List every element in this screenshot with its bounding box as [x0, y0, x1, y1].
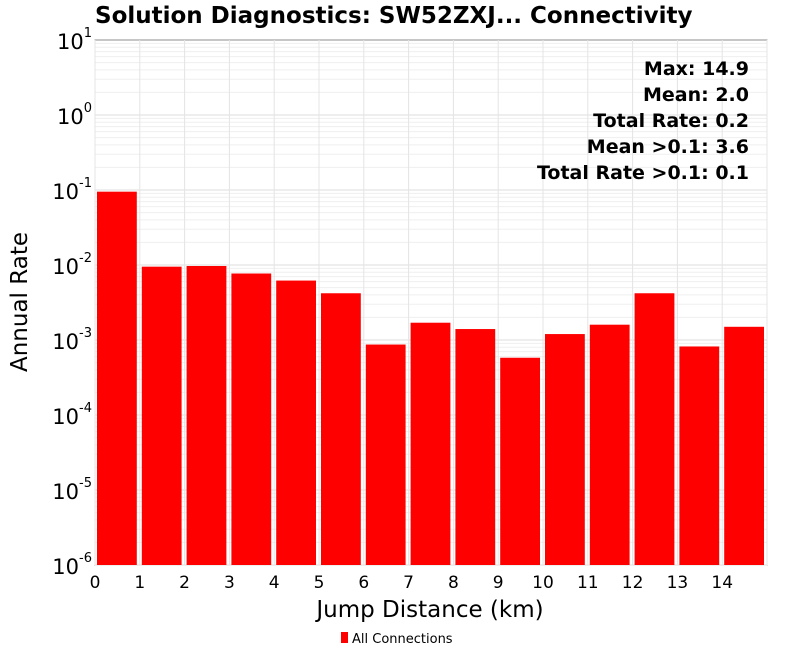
bar — [97, 191, 137, 566]
bar — [410, 322, 451, 565]
y-tick-label: 100 — [57, 101, 92, 129]
stat-annotation: Max: 14.9 — [644, 58, 749, 80]
x-tick-label: 11 — [577, 573, 599, 593]
bar — [365, 344, 406, 565]
x-tick-label: 14 — [711, 573, 733, 593]
bar — [500, 357, 540, 565]
x-tick-label: 10 — [532, 573, 554, 593]
legend-swatch — [341, 632, 348, 643]
y-axis-label: Annual Rate — [7, 232, 33, 372]
bar — [276, 280, 316, 565]
legend-label: All Connections — [352, 632, 453, 647]
x-tick-label: 13 — [667, 573, 689, 593]
x-tick-label: 1 — [134, 573, 145, 593]
x-tick-label: 2 — [179, 573, 190, 593]
bar — [545, 334, 585, 565]
bar — [231, 273, 272, 565]
bars — [97, 191, 764, 566]
x-tick-label: 3 — [224, 573, 235, 593]
y-tick-label: 10-5 — [52, 476, 92, 504]
legend: All Connections — [341, 632, 453, 647]
bar — [679, 346, 720, 565]
stat-annotation: Total Rate: 0.2 — [593, 110, 749, 132]
y-tick-label: 10-2 — [52, 251, 92, 279]
bar — [141, 266, 182, 565]
x-tick-label: 8 — [448, 573, 459, 593]
x-axis-label: Jump Distance (km) — [314, 597, 543, 623]
bar — [186, 265, 227, 565]
x-tick-label: 4 — [269, 573, 280, 593]
y-tick-label: 101 — [57, 26, 92, 54]
y-tick-label: 10-3 — [52, 326, 92, 354]
y-tick-label: 10-4 — [52, 401, 92, 429]
x-tick-label: 9 — [493, 573, 504, 593]
bar — [634, 293, 675, 565]
x-tick-label: 5 — [314, 573, 325, 593]
stat-annotation: Total Rate >0.1: 0.1 — [537, 162, 749, 184]
bar — [455, 329, 496, 565]
x-tick-label: 12 — [622, 573, 644, 593]
x-tick-label: 6 — [358, 573, 369, 593]
x-tick-label: 0 — [90, 573, 101, 593]
stat-annotation: Mean: 2.0 — [643, 84, 749, 106]
y-tick-label: 10-1 — [52, 176, 92, 204]
x-tick-label: 7 — [403, 573, 414, 593]
chart-title: Solution Diagnostics: SW52ZXJ... Connect… — [95, 3, 692, 29]
y-axis-ticks: 101 100 10-1 10-2 10-3 10-4 10-5 10-6 — [52, 26, 92, 579]
stats-annotations: Max: 14.9 Mean: 2.0 Total Rate: 0.2 Mean >0… — [537, 58, 749, 184]
x-axis-ticks: 0 1 2 3 4 5 6 7 8 9 10 11 12 13 14 — [90, 573, 733, 593]
bar — [589, 324, 630, 565]
y-tick-label: 10-6 — [52, 551, 92, 579]
bar — [321, 293, 361, 565]
stat-annotation: Mean >0.1: 3.6 — [587, 136, 749, 158]
bar — [724, 326, 764, 565]
